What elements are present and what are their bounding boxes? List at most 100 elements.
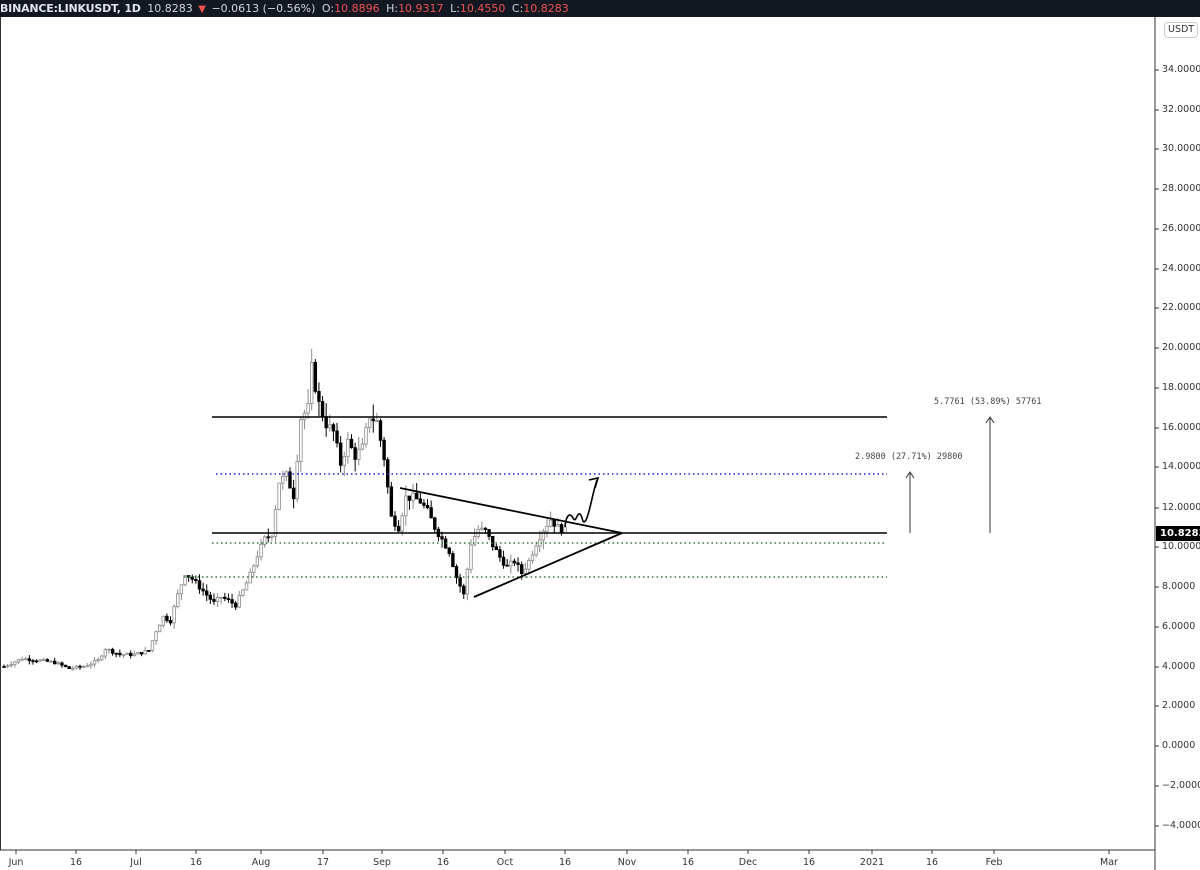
current-price-tag: 10.8283 [1156,526,1200,541]
last-price: 10.8283 [147,2,193,15]
time-tick-label: Jun [8,857,24,868]
candle-up [465,568,470,595]
candle-up [42,659,46,661]
candle-up [5,665,10,668]
time-tick-label: Mar [1100,857,1118,868]
price-change: −0.0613 (−0.56%) [211,2,316,15]
high-value: 10.9317 [398,2,444,15]
candle-down [139,652,144,655]
candle-up [400,515,404,532]
price-tick-label: 14.0000 [1162,461,1200,472]
time-tick-label: Sep [373,857,391,868]
candle-up [136,652,140,655]
candle-up [237,594,241,608]
price-tick-label: 4.0000 [1162,661,1196,672]
candle-down [230,599,234,604]
candle-down [266,536,270,539]
candle-up [509,560,513,567]
candle-up [241,589,245,596]
close-label: C: [511,2,524,15]
candle-down [194,578,198,582]
candle-up [219,596,223,599]
price-tick-label: 2.0000 [1162,700,1196,711]
candle-down [335,430,339,444]
candle-down [349,438,354,449]
price-tick-label: 26.0000 [1162,223,1200,234]
candle-down [226,598,231,601]
candle-down [324,416,328,429]
open-label: O: [321,2,335,15]
candle-down [223,596,227,600]
candle-up [157,624,162,633]
triangle-lower-trendline [473,532,623,598]
candle-up [89,663,93,667]
candle-up [375,420,379,423]
candle-up [92,660,97,665]
candle-down [501,556,506,566]
time-tick-label: Oct [496,857,514,868]
time-tick-label: Nov [617,857,637,868]
candle-down [505,564,509,567]
candle-up [96,659,100,662]
candle-up [273,509,278,537]
symbol-header: BINANCE:LINKUSDT, 1D 10.8283 ▼ −0.0613 (… [0,0,1200,17]
candle-up [100,655,104,661]
candle-up [277,482,281,510]
price-tick-label: 30.0000 [1162,143,1200,154]
candle-down [208,594,213,600]
down-arrow-icon: ▼ [198,4,206,15]
low-value: 10.4550 [459,2,506,15]
candle-down [233,602,238,608]
symbol-title[interactable]: BINANCE:LINKUSDT, 1D [0,2,141,15]
candle-down [447,547,451,555]
candle-down [458,577,462,587]
time-tick-label: 17 [316,857,330,868]
candle-down [422,502,426,506]
candle-down [291,487,296,500]
candle-up [71,667,75,670]
close-value: 10.8283 [523,2,569,15]
candle-up [143,650,147,655]
candle-up [527,560,531,570]
candle-down [205,590,209,596]
price-tick-label: 24.0000 [1162,263,1200,274]
price-tick-label: 16.0000 [1162,422,1200,433]
candle-up [85,665,89,668]
candle-down [78,665,82,668]
candle-up [548,519,553,527]
candle-up [20,658,24,661]
candle-down [212,598,216,602]
candle-up [56,662,60,665]
candle-down [483,527,488,530]
candle-up [556,524,560,527]
candle-up [534,545,538,556]
low-label: L: [450,2,460,15]
candle-up [364,427,368,445]
candle-up [16,659,21,663]
currency-unit-button[interactable]: USDT [1164,22,1199,38]
candle-up [24,658,28,661]
candle-up [472,536,477,546]
candle-up [563,526,567,534]
price-tick-label: 28.0000 [1162,183,1200,194]
candle-up [270,535,274,538]
candle-up [480,527,484,530]
candle-down [313,361,318,392]
candle-down [52,660,57,665]
candle-up [81,666,86,669]
time-tick-label: 16 [925,857,939,868]
price-tick-label: 32.0000 [1162,104,1200,115]
candle-down [414,492,419,500]
candle-down [147,650,151,652]
candle-down [490,535,495,548]
time-tick-label: 16 [69,857,83,868]
candle-down [382,439,386,461]
time-tick-label: Jul [130,857,142,868]
candle-up [306,403,310,414]
breakout-arrow-path [564,479,598,528]
candle-down [338,442,343,466]
candle-up [172,606,176,624]
candle-down [165,615,169,621]
candle-up [125,652,129,656]
